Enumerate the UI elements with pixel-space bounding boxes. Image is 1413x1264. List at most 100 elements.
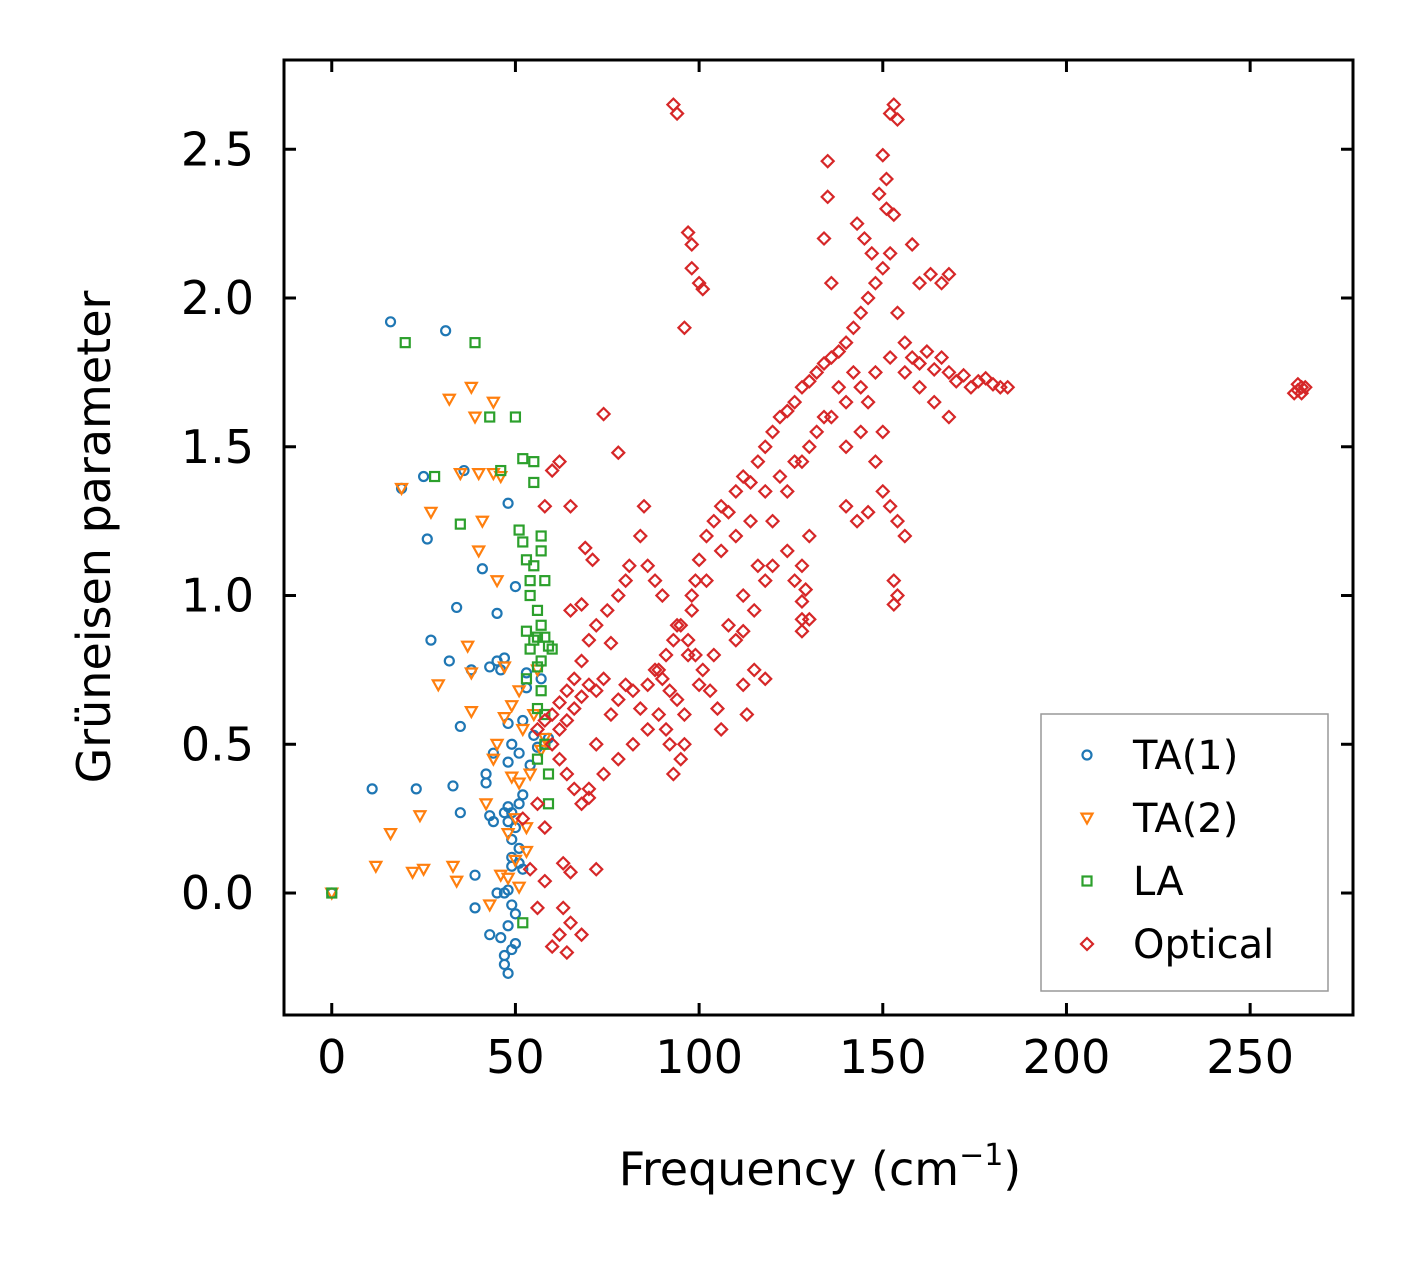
- data-point-optical: [816, 230, 832, 247]
- data-point-optical: [809, 424, 825, 440]
- data-point-optical: [911, 379, 928, 395]
- data-point-la: [531, 604, 544, 616]
- data-point-optical: [875, 147, 891, 163]
- data-point-optical: [673, 751, 689, 767]
- data-point-optical: [676, 706, 692, 723]
- data-point-optical: [765, 558, 781, 574]
- data-point-optical: [551, 721, 568, 737]
- data-point-optical: [559, 712, 575, 729]
- data-point-ta-2: [482, 899, 498, 913]
- data-point-optical: [529, 796, 546, 812]
- legend-entry-optical: Optical: [1079, 922, 1274, 968]
- data-point-optical: [787, 394, 803, 410]
- data-point-optical: [878, 171, 895, 187]
- data-point-ta-2: [515, 723, 531, 738]
- data-point-ta-1: [454, 720, 466, 733]
- data-point-ta-2: [486, 396, 501, 410]
- y-tick-label: 0.0: [181, 866, 254, 920]
- data-point-la: [546, 643, 558, 655]
- data-point-ta-2: [522, 768, 538, 782]
- data-point-optical: [562, 864, 579, 880]
- data-point-la: [517, 917, 529, 929]
- data-point-optical: [698, 528, 715, 544]
- data-point-optical: [562, 602, 579, 618]
- data-point-ta-1: [425, 634, 437, 646]
- data-point-optical: [779, 483, 795, 499]
- data-point-ta-2: [489, 575, 505, 589]
- data-point-la: [524, 589, 536, 602]
- data-point-optical: [845, 320, 861, 336]
- data-point-optical: [603, 706, 619, 723]
- data-point-optical: [544, 939, 560, 955]
- data-point-optical: [787, 573, 803, 589]
- x-tick-label: 250: [1206, 1030, 1294, 1084]
- legend-marker-optical: [1079, 936, 1095, 952]
- data-point-optical: [728, 632, 744, 648]
- data-point-optical: [691, 552, 707, 568]
- data-point-optical: [838, 498, 854, 514]
- data-point-ta-2: [497, 711, 512, 726]
- data-point-optical: [647, 573, 663, 589]
- series-ta-1: [326, 316, 555, 979]
- data-point-ta-2: [519, 822, 534, 836]
- y-tick-label: 1.0: [181, 569, 254, 623]
- data-point-optical: [551, 751, 568, 767]
- data-point-ta-2: [430, 679, 446, 693]
- data-point-optical: [537, 820, 553, 836]
- data-point-ta-1: [506, 738, 518, 750]
- data-point-optical: [882, 349, 898, 366]
- data-point-optical: [871, 186, 887, 202]
- data-point-ta-2: [519, 845, 534, 860]
- data-point-optical: [691, 275, 707, 291]
- data-point-ta-2: [471, 545, 487, 559]
- data-point-optical: [1294, 385, 1310, 401]
- data-point-la: [528, 456, 540, 468]
- data-point-ta-2: [511, 685, 527, 699]
- data-point-ta-1: [535, 673, 547, 685]
- data-point-optical: [588, 617, 604, 633]
- data-point-ta-1: [498, 958, 511, 971]
- data-point-la: [539, 738, 551, 750]
- data-point-optical: [559, 766, 575, 782]
- data-point-optical: [632, 701, 648, 717]
- data-point-optical: [529, 900, 546, 916]
- legend: TA(1) TA(2) LA Optical: [1040, 713, 1329, 992]
- data-point-optical: [735, 623, 751, 639]
- data-point-optical: [867, 275, 883, 291]
- data-point-optical: [801, 611, 817, 627]
- data-point-ta-1: [487, 747, 499, 759]
- data-point-optical: [956, 367, 972, 383]
- data-point-optical: [673, 617, 689, 633]
- data-point-ta-2: [478, 798, 494, 812]
- data-point-optical: [522, 861, 538, 877]
- data-point-optical: [934, 349, 950, 366]
- data-point-ta-1: [421, 533, 433, 545]
- data-point-optical: [911, 275, 928, 291]
- data-point-optical: [596, 766, 612, 782]
- data-point-ta-2: [497, 661, 512, 675]
- data-point-optical: [640, 721, 656, 737]
- data-point-optical: [669, 105, 685, 122]
- data-point-ta-2: [511, 881, 527, 895]
- data-point-ta-1: [440, 325, 452, 337]
- data-point-optical: [537, 873, 553, 889]
- data-point-optical: [544, 736, 560, 752]
- data-point-optical: [640, 677, 656, 693]
- data-point-optical: [529, 721, 546, 737]
- data-point-la: [531, 753, 544, 765]
- data-point-optical: [695, 281, 711, 297]
- legend-marker-ta-2: [1079, 812, 1095, 826]
- data-point-la: [484, 411, 496, 423]
- data-point-optical: [853, 379, 869, 395]
- data-point-optical: [739, 706, 755, 723]
- data-point-ta-1: [451, 601, 463, 614]
- data-point-optical: [574, 596, 590, 612]
- data-point-optical: [897, 335, 913, 351]
- data-point-optical: [787, 454, 803, 470]
- data-point-optical: [886, 573, 902, 589]
- data-point-optical: [603, 635, 619, 651]
- data-point-optical: [779, 403, 795, 419]
- data-point-optical: [665, 632, 681, 648]
